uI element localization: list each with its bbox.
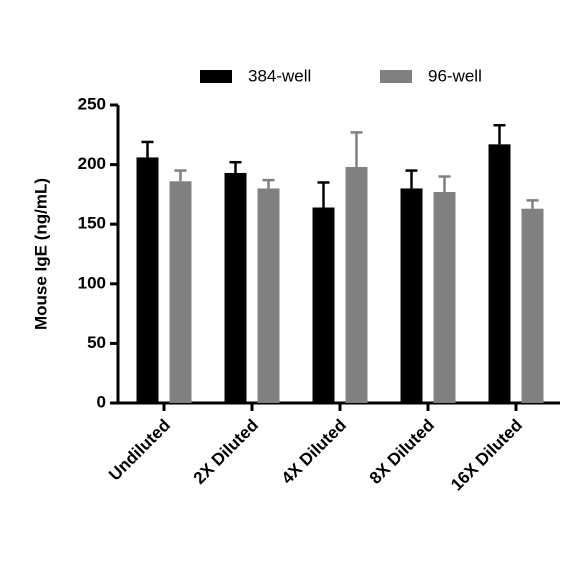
x-tick-label: 16X Diluted xyxy=(447,416,526,495)
y-tick-label: 0 xyxy=(97,392,106,411)
legend-label: 384-well xyxy=(248,66,311,85)
x-tick-label: 8X Diluted xyxy=(366,416,438,488)
x-tick-label: Undiluted xyxy=(105,416,174,485)
legend-swatch xyxy=(380,70,412,83)
y-tick-label: 100 xyxy=(78,273,106,292)
bar xyxy=(257,188,280,403)
bar xyxy=(345,166,368,403)
bar xyxy=(224,172,247,403)
legend-label: 96-well xyxy=(428,66,482,85)
x-tick-label: 2X Diluted xyxy=(190,416,262,488)
bar xyxy=(169,181,192,403)
y-tick-label: 200 xyxy=(78,154,106,173)
y-axis-label: Mouse IgE (ng/mL) xyxy=(31,178,50,330)
legend-swatch xyxy=(200,70,232,83)
x-tick-label: 4X Diluted xyxy=(278,416,350,488)
y-tick-label: 250 xyxy=(78,94,106,113)
bar xyxy=(488,144,511,403)
y-tick-label: 150 xyxy=(78,214,106,233)
bar xyxy=(312,207,335,403)
bar xyxy=(433,192,456,403)
y-tick-label: 50 xyxy=(87,333,106,352)
bar xyxy=(521,208,544,403)
bar xyxy=(136,157,159,403)
bar xyxy=(400,188,423,403)
